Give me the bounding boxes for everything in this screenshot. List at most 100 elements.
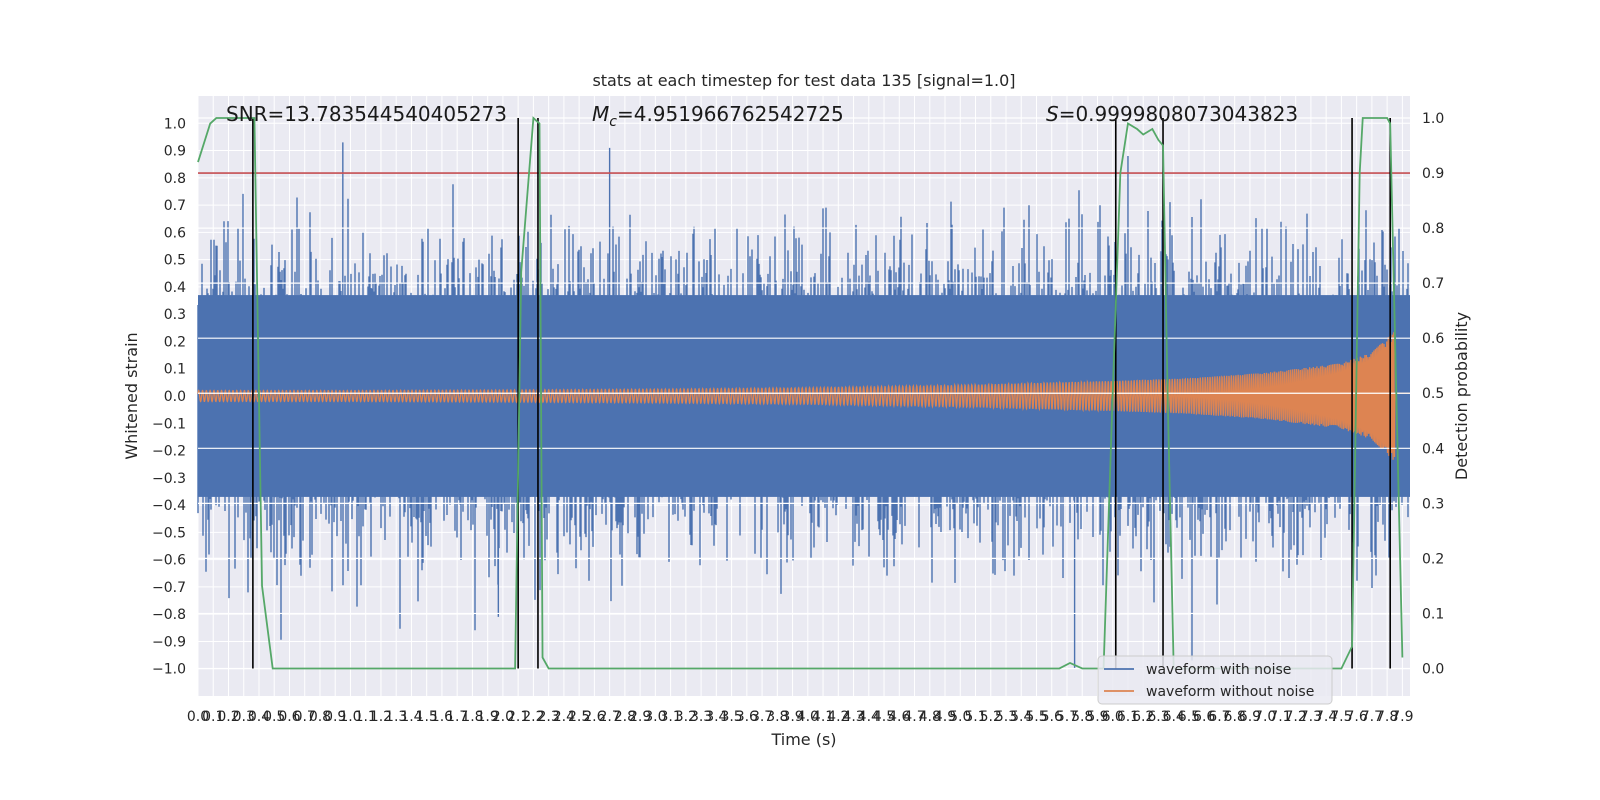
x-tick-label: 4.3 — [842, 709, 864, 725]
chart-title: stats at each timestep for test data 135… — [592, 71, 1015, 90]
y-right-tick-label: 0.6 — [1422, 331, 1444, 347]
x-tick-label: 7.9 — [1391, 709, 1413, 725]
y-right-tick-label: 0.5 — [1422, 386, 1444, 402]
probability-trace — [197, 116, 1404, 670]
x-tick-label: 4.6 — [888, 709, 910, 725]
score-annotation: S=0.9999808073043823 — [1046, 102, 1298, 126]
x-tick-label: 5.3 — [995, 709, 1017, 725]
x-tick-label: 6.4 — [1163, 709, 1185, 725]
x-tick-label: 2.4 — [553, 709, 575, 725]
x-tick-label: 1.8 — [461, 709, 483, 725]
x-tick-label: 3.3 — [690, 709, 712, 725]
x-tick-label: 2.1 — [507, 709, 529, 725]
y-tick-label: −0.6 — [152, 553, 186, 569]
x-tick-label: 1.3 — [385, 709, 407, 725]
y-tick-label: 0.5 — [164, 253, 186, 269]
x-tick-label: 2.8 — [614, 709, 636, 725]
x-tick-label: 3.7 — [751, 709, 773, 725]
x-tick-label: 2.2 — [522, 709, 544, 725]
x-tick-label: 7.5 — [1330, 709, 1352, 725]
x-tick-label: 3.5 — [720, 709, 742, 725]
x-tick-label: 2.5 — [568, 709, 590, 725]
x-tick-label: 0.9 — [324, 709, 346, 725]
y-right-tick-label: 0.4 — [1422, 441, 1444, 457]
x-tick-label: 0.1 — [202, 709, 224, 725]
score-symbol: S — [1046, 102, 1059, 126]
y-tick-label: −0.1 — [152, 416, 186, 432]
chirp-mass-subscript: c — [609, 114, 617, 130]
x-tick-label: 7.2 — [1285, 709, 1307, 725]
x-tick-label: 5.9 — [1086, 709, 1108, 725]
x-tick-label: 7.4 — [1315, 709, 1337, 725]
x-tick-label: 1.7 — [446, 709, 468, 725]
y-tick-label: −0.7 — [152, 580, 186, 596]
x-tick-label: 1.2 — [370, 709, 392, 725]
y-tick-label: 0.8 — [164, 171, 186, 187]
y-tick-label: 0.1 — [164, 362, 186, 378]
y-axis-label: Whitened strain — [122, 332, 141, 459]
y-tick-label: 0.2 — [164, 334, 186, 350]
y-right-tick-label: 0.3 — [1422, 496, 1444, 512]
x-tick-label: 6.7 — [1208, 709, 1230, 725]
x-tick-label: 7.8 — [1376, 709, 1398, 725]
x-tick-label: 7.3 — [1300, 709, 1322, 725]
x-tick-label: 3.0 — [644, 709, 666, 725]
y-tick-label: −0.2 — [152, 444, 186, 460]
y-right-tick-label: 0.7 — [1422, 276, 1444, 292]
y-tick-label: 0.6 — [164, 225, 186, 241]
x-tick-label: 4.1 — [812, 709, 834, 725]
x-tick-label: 4.9 — [934, 709, 956, 725]
x-tick-label: 5.1 — [964, 709, 986, 725]
x-tick-label: 4.2 — [827, 709, 849, 725]
x-tick-label: 4.4 — [858, 709, 880, 725]
legend-label-waveform-with-noise: waveform with noise — [1146, 662, 1291, 678]
x-tick-label: 2.9 — [629, 709, 651, 725]
x-tick-label: 3.9 — [781, 709, 803, 725]
x-tick-label: 5.5 — [1025, 709, 1047, 725]
x-tick-label: 5.6 — [1041, 709, 1063, 725]
x-tick-label: 3.4 — [705, 709, 727, 725]
x-tick-label: 3.1 — [659, 709, 681, 725]
x-tick-label: 4.8 — [919, 709, 941, 725]
x-tick-label: 7.0 — [1254, 709, 1276, 725]
y-tick-label: 0.4 — [164, 280, 186, 296]
chirp-mass-symbol: M — [592, 102, 609, 126]
x-tick-label: 1.1 — [355, 709, 377, 725]
y-right-tick-label: 0.9 — [1422, 166, 1444, 182]
y-tick-label: 0.0 — [164, 389, 186, 405]
x-tick-label: 1.9 — [477, 709, 499, 725]
overlay-lines — [198, 117, 1410, 670]
x-tick-label: 6.3 — [1147, 709, 1169, 725]
x-tick-label: 6.5 — [1178, 709, 1200, 725]
x-tick-label: 3.6 — [736, 709, 758, 725]
x-tick-label: 1.0 — [339, 709, 361, 725]
y-right-tick-label: 0.2 — [1422, 551, 1444, 567]
x-tick-label: 5.2 — [980, 709, 1002, 725]
score-value: =0.9999808073043823 — [1059, 102, 1298, 126]
x-tick-label: 2.7 — [598, 709, 620, 725]
legend: waveform with noise waveform without noi… — [1097, 655, 1333, 705]
legend-box — [1097, 655, 1333, 705]
chirp-mass-value: =4.951966762542725 — [617, 102, 844, 126]
x-tick-label: 1.5 — [416, 709, 438, 725]
x-tick-label: 0.7 — [294, 709, 316, 725]
y-tick-label: 0.3 — [164, 307, 186, 323]
y-right-tick-label: 0.8 — [1422, 221, 1444, 237]
x-tick-label: 5.7 — [1056, 709, 1078, 725]
x-tick-label: 0.2 — [217, 709, 239, 725]
y-tick-label: −0.9 — [152, 634, 186, 650]
y-tick-label: −1.0 — [152, 662, 186, 678]
x-tick-label: 4.0 — [797, 709, 819, 725]
y-tick-label: −0.5 — [152, 525, 186, 541]
x-tick-label: 0.5 — [263, 709, 285, 725]
x-tick-label: 7.1 — [1269, 709, 1291, 725]
chirp-mass-annotation: Mc=4.951966762542725 — [592, 102, 844, 130]
x-tick-label: 2.3 — [538, 709, 560, 725]
y-right-tick-label: 0.1 — [1422, 606, 1444, 622]
x-tick-label: 6.0 — [1102, 709, 1124, 725]
x-tick-label: 2.0 — [492, 709, 514, 725]
x-tick-label: 4.7 — [903, 709, 925, 725]
y-tick-label: −0.4 — [152, 498, 186, 514]
x-tick-label: 4.5 — [873, 709, 895, 725]
